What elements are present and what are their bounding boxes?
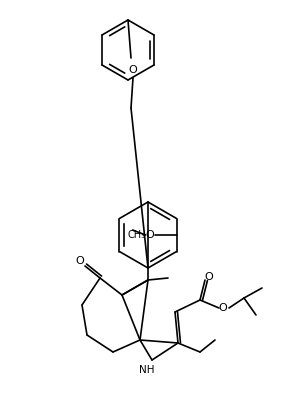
Text: O: O (219, 303, 227, 313)
Text: NH: NH (139, 365, 155, 375)
Text: CH₃: CH₃ (127, 230, 146, 240)
Text: O: O (145, 230, 154, 240)
Text: O: O (205, 272, 213, 282)
Text: O: O (129, 65, 137, 75)
Text: O: O (76, 256, 84, 266)
